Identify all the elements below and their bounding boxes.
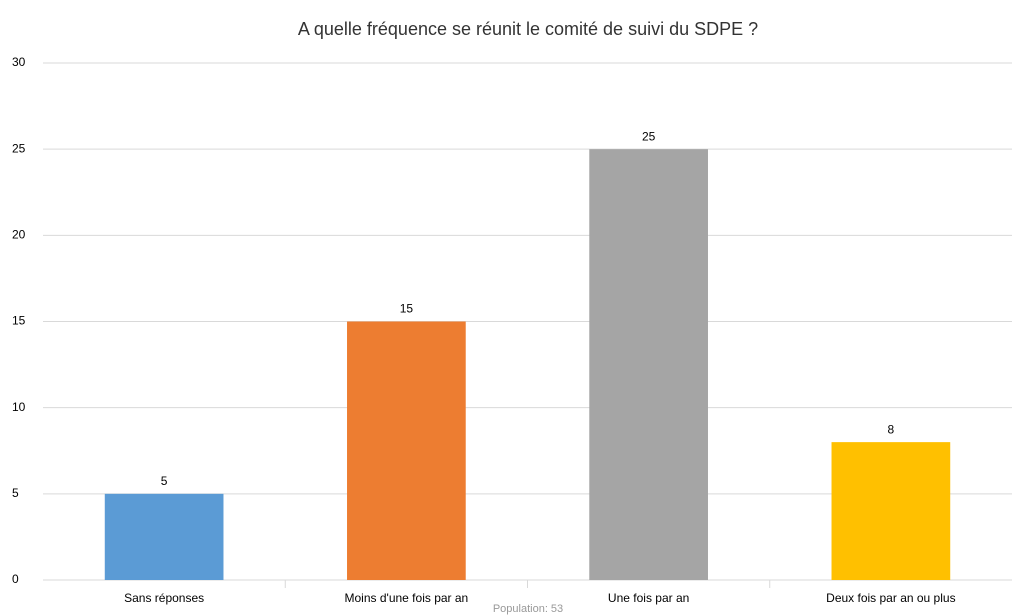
y-tick-label: 0 <box>12 572 19 586</box>
x-tick-label: Sans réponses <box>124 591 204 605</box>
y-tick-label: 10 <box>12 400 26 414</box>
data-label: 8 <box>888 422 895 436</box>
y-tick-label: 30 <box>12 55 26 69</box>
data-label: 15 <box>400 302 414 316</box>
bar <box>831 442 951 580</box>
x-tick-label: Moins d'une fois par an <box>345 591 469 605</box>
y-tick-label: 5 <box>12 486 19 500</box>
bar <box>104 493 224 580</box>
annotation: Population: 53 <box>493 603 563 615</box>
chart-title: A quelle fréquence se réunit le comité d… <box>298 19 758 39</box>
data-label: 5 <box>161 474 168 488</box>
x-tick-label: Deux fois par an ou plus <box>826 591 955 605</box>
bar <box>589 149 708 580</box>
x-tick-label: Une fois par an <box>608 591 689 605</box>
y-tick-label: 15 <box>12 314 26 328</box>
y-tick-label: 25 <box>12 141 26 155</box>
data-label: 25 <box>642 129 656 143</box>
bar <box>347 321 466 580</box>
y-tick-label: 20 <box>12 228 26 242</box>
